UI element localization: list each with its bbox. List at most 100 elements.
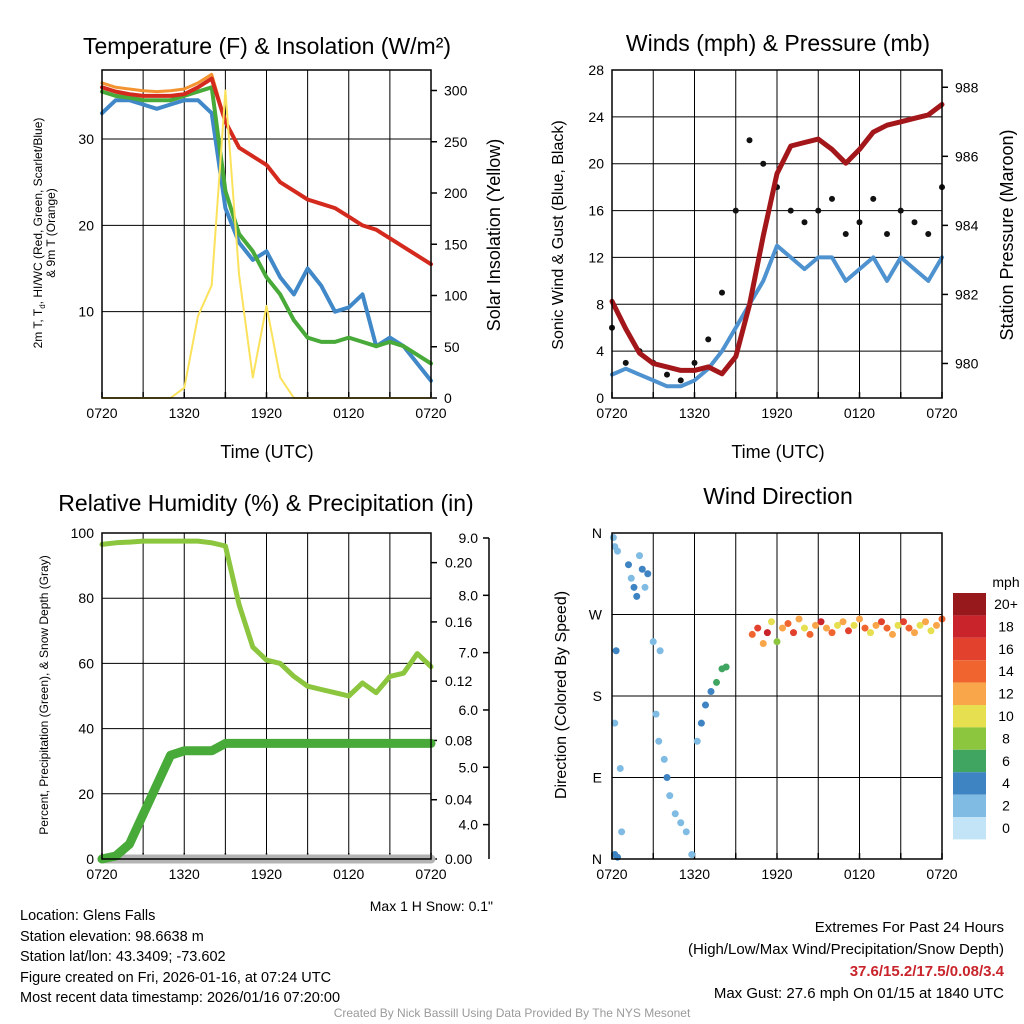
snow-tick-label: 7.0 [459,645,479,661]
legend-label: 4 [1002,775,1010,791]
gust-point [677,377,684,384]
legend-label: 14 [998,663,1014,679]
humidity-ytick-label: 80 [78,590,94,606]
temperature-y2tick-label: 200 [444,185,468,201]
direction-point [812,621,819,629]
direction-point [878,618,885,626]
temperature-y2tick-label: 50 [444,339,460,355]
temperature-ylabel-part1: 2m T, T [31,308,45,348]
direction-point [795,615,803,623]
gust-point [787,207,794,214]
temperature-y2tick-label: 300 [444,83,468,99]
temperature-xtick-label: 1320 [169,405,200,421]
humidity-title: Relative Humidity (%) & Precipitation (i… [58,490,473,516]
location-text: Location: Glens Falls [20,908,156,924]
direction-point [638,565,646,573]
direction-point [644,570,652,578]
direction-point [759,639,767,647]
direction-point [611,719,619,727]
precip-tick-label: 0.12 [445,673,472,689]
temperature-ylabel-sub: d [38,304,47,308]
direction-point [790,629,797,637]
direction-ytick-label: N [592,851,602,867]
direction-ylabel-left: Direction (Colored By Speed) [553,591,570,799]
direction-point [867,629,874,637]
air-temp-line [100,76,433,267]
winds-ytick-label: 24 [588,109,604,125]
direction-point [633,592,641,600]
temperature-ylabel-left-2: & 9m T (Orange) [44,188,58,278]
legend-swatch [953,817,986,840]
legend-swatch [953,727,986,750]
gust-point [842,231,849,237]
direction-point [660,755,668,763]
legend-label: 0 [1002,820,1010,836]
direction-point [916,621,924,629]
direction-point [682,828,690,836]
legend-swatch [953,593,986,616]
direction-point [905,624,913,632]
winds-ytick-label: 12 [588,249,604,265]
gust-point [664,371,670,378]
winds-ytick-label: 4 [596,343,604,359]
precip-tick-label: 0.04 [445,792,472,808]
humidity-ylabel-left: Percent, Precipitation (Green), & Snow D… [37,555,51,834]
winds-ylabel-left: Sonic Wind & Gust (Blue, Black) [550,120,567,349]
direction-xtick-label: 1920 [761,866,792,882]
humidity-ytick-label: 20 [78,786,94,802]
temperature-frame [101,69,432,399]
humidity-xtick-label: 0120 [333,866,364,882]
extremes-values: 37.6/15.2/17.5/0.08/3.4 [849,963,1004,980]
direction-point [688,850,696,858]
direction-ytick-label: W [589,607,603,623]
temperature-ytick-label: 10 [78,304,94,320]
temperature-xtick-label: 0720 [86,405,117,421]
rh-line [99,538,434,699]
direction-point [754,624,762,632]
direction-point [641,583,649,591]
legend-label: 20+ [994,596,1018,612]
extremes-title: Extremes For Past 24 Hours [814,919,1004,936]
direction-point [707,687,715,695]
winds-ylabel-right: Station Pressure (Maroon) [997,129,1017,340]
direction-xtick-label: 0720 [596,866,627,882]
gust-point [801,219,808,226]
winds-xtick-label: 1320 [679,405,710,421]
gust-point [925,231,932,237]
snow-tick-label: 5.0 [459,759,479,775]
gust-point [719,289,725,296]
direction-point [768,618,775,626]
legend-title: mph [992,574,1019,590]
gust-point [870,195,877,202]
created-text: Figure created on Fri, 2026-01-16, at 07… [20,969,332,986]
direction-title: Wind Direction [703,483,853,509]
direction-point [872,621,880,629]
direction-point [801,624,808,632]
direction-point [713,678,720,686]
direction-point [900,618,907,626]
direction-point [779,624,786,632]
gust-point [856,219,863,226]
legend-label: 2 [1002,798,1010,814]
humidity-xtick-label: 1920 [251,866,282,882]
direction-point [763,629,771,637]
temperature-y2tick-label: 150 [444,236,468,252]
humidity-ytick-label: 60 [78,655,94,671]
winds-xtick-label: 0120 [844,405,875,421]
direction-xtick-label: 1320 [679,866,710,882]
direction-point [630,583,638,591]
legend-label: 16 [998,641,1014,657]
direction-point [933,621,940,629]
direction-xtick-label: 0120 [844,866,875,882]
direction-ytick-label: S [593,688,602,704]
snow-tick-label: 6.0 [459,702,479,718]
direction-point [845,627,852,635]
gust-point [911,219,918,226]
gust-point [897,207,904,214]
snow-footnote: Max 1 H Snow: 0.1" [370,898,493,914]
temperature-ytick-label: 30 [78,131,94,147]
direction-point [861,624,869,632]
direction-point [748,630,756,638]
winds-y2tick-label: 980 [955,355,979,371]
